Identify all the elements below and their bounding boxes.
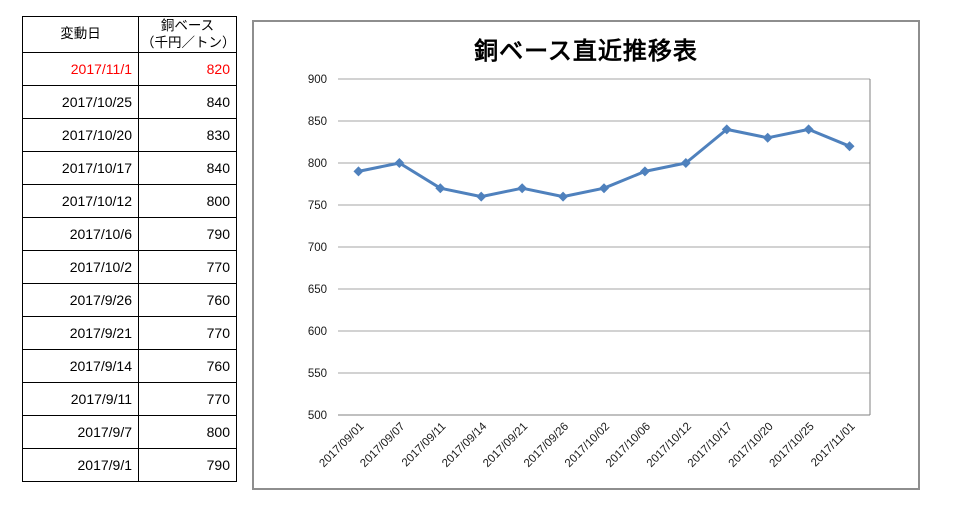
data-point-marker xyxy=(762,132,773,143)
x-axis-label: 2017/10/25 xyxy=(768,421,817,470)
table-row: 2017/10/25 840 xyxy=(22,85,237,119)
y-axis-label: 600 xyxy=(308,326,327,338)
y-axis-label: 800 xyxy=(308,158,327,170)
table-row: 2017/10/12 800 xyxy=(22,184,237,218)
value-cell[interactable]: 770 xyxy=(138,382,237,416)
table-row: 2017/9/11 770 xyxy=(22,382,237,416)
y-axis-label: 500 xyxy=(308,410,327,422)
date-cell[interactable]: 2017/9/14 xyxy=(22,349,139,383)
table-row: 2017/9/21 770 xyxy=(22,316,237,350)
date-cell[interactable]: 2017/9/21 xyxy=(22,316,139,350)
date-column-header[interactable]: 変動日 xyxy=(22,16,139,53)
value-cell[interactable]: 770 xyxy=(138,316,237,350)
chart-area[interactable]: 900 850 800 750 700 650 600 550 500 2017/09/01 201… xyxy=(252,20,920,490)
price-table-body: 2017/11/1 820 2017/10/25 840 2017/10/20 830 20… xyxy=(22,52,237,482)
data-point-marker xyxy=(435,183,446,194)
value-cell[interactable]: 790 xyxy=(138,448,237,482)
date-cell[interactable]: 2017/10/12 xyxy=(22,184,139,218)
chart-title: 銅ベース直近推移表 xyxy=(474,38,698,65)
date-cell[interactable]: 2017/11/1 xyxy=(22,52,139,86)
data-point-marker xyxy=(721,124,732,135)
data-point-marker xyxy=(599,183,609,194)
table-header-row: 変動日 銅ベース （千円／トン） xyxy=(22,16,237,53)
date-cell[interactable]: 2017/9/26 xyxy=(22,283,139,317)
data-point-marker xyxy=(476,191,487,202)
value-column-label-line1: 銅ベース xyxy=(160,18,215,34)
date-cell[interactable]: 2017/10/17 xyxy=(22,151,139,185)
date-cell[interactable]: 2017/9/7 xyxy=(22,415,139,449)
x-axis-label: 2017/09/07 xyxy=(358,421,407,470)
y-axis-label: 700 xyxy=(308,242,327,254)
date-cell[interactable]: 2017/9/1 xyxy=(22,448,139,482)
data-point-marker xyxy=(803,124,814,135)
table-row: 2017/10/20 830 xyxy=(22,118,237,152)
value-cell[interactable]: 800 xyxy=(138,184,237,218)
date-cell[interactable]: 2017/10/6 xyxy=(22,217,139,251)
y-axis-label: 550 xyxy=(308,368,327,380)
table-row: 2017/11/1 820 xyxy=(22,52,237,86)
data-point-marker xyxy=(639,166,650,177)
value-column-header[interactable]: 銅ベース （千円／トン） xyxy=(138,16,237,53)
value-cell[interactable]: 800 xyxy=(138,415,237,449)
table-row: 2017/10/2 770 xyxy=(22,250,237,284)
y-axis-label: 900 xyxy=(308,74,327,86)
x-axis-label: 2017/11/01 xyxy=(809,421,858,470)
date-cell[interactable]: 2017/10/20 xyxy=(22,118,139,152)
value-cell[interactable]: 840 xyxy=(138,151,237,185)
value-cell[interactable]: 820 xyxy=(138,52,237,86)
table-row: 2017/10/6 790 xyxy=(22,217,237,251)
date-column-label: 変動日 xyxy=(60,26,101,42)
table-row: 2017/9/14 760 xyxy=(22,349,237,383)
data-point-marker xyxy=(558,191,569,202)
y-axis-label: 750 xyxy=(308,200,327,212)
value-column-label-line2: （千円／トン） xyxy=(141,34,236,50)
table-row: 2017/9/26 760 xyxy=(22,283,237,317)
data-point-marker xyxy=(353,166,364,177)
data-point-marker xyxy=(394,158,405,168)
data-point-marker xyxy=(844,141,855,152)
table-row: 2017/10/17 840 xyxy=(22,151,237,185)
value-cell[interactable]: 830 xyxy=(138,118,237,152)
value-cell[interactable]: 770 xyxy=(138,250,237,284)
price-table: 変動日 銅ベース （千円／トン） 2017/11/1 820 2017/10/25 8… xyxy=(22,16,237,482)
y-axis-label: 850 xyxy=(308,116,327,128)
table-row: 2017/9/7 800 xyxy=(22,415,237,449)
value-cell[interactable]: 840 xyxy=(138,85,237,119)
value-cell[interactable]: 760 xyxy=(138,283,237,317)
data-point-marker xyxy=(680,158,691,168)
data-point-marker xyxy=(517,183,528,194)
date-cell[interactable]: 2017/10/25 xyxy=(22,85,139,119)
table-row: 2017/9/1 790 xyxy=(22,448,237,482)
y-axis-label: 650 xyxy=(308,284,327,296)
chart-canvas: 9008508007507006506005505002017/09/01201… xyxy=(308,74,871,470)
value-cell[interactable]: 790 xyxy=(138,217,237,251)
date-cell[interactable]: 2017/10/2 xyxy=(22,250,139,284)
date-cell[interactable]: 2017/9/11 xyxy=(22,382,139,416)
value-cell[interactable]: 760 xyxy=(138,349,237,383)
